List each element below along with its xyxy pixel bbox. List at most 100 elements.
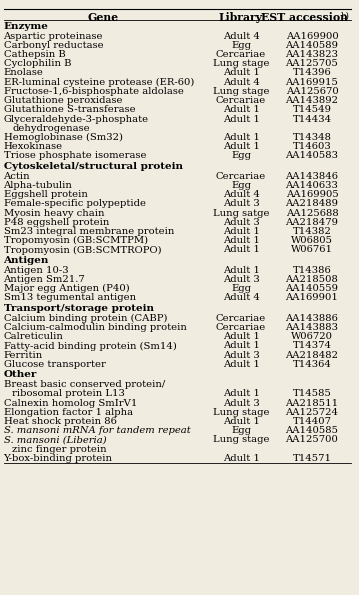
Text: Enzyme: Enzyme <box>4 22 48 31</box>
Text: Egg: Egg <box>231 151 251 161</box>
Text: T14585: T14585 <box>293 389 331 399</box>
Text: AA143846: AA143846 <box>285 172 339 181</box>
Text: T14386: T14386 <box>293 266 331 275</box>
Text: Actin: Actin <box>4 172 30 181</box>
Text: Adult 1: Adult 1 <box>223 236 260 245</box>
Text: Hexokinase: Hexokinase <box>4 142 63 151</box>
Text: AA143883: AA143883 <box>285 323 339 332</box>
Text: Lung stage: Lung stage <box>213 436 269 444</box>
Text: AA169905: AA169905 <box>286 190 338 199</box>
Text: Adult 1: Adult 1 <box>223 246 260 255</box>
Text: Hemoglobinase (Sm32): Hemoglobinase (Sm32) <box>4 133 122 142</box>
Text: W06761: W06761 <box>291 246 333 255</box>
Text: Adult 3: Adult 3 <box>223 199 260 208</box>
Text: Lung stage: Lung stage <box>213 408 269 417</box>
Text: Aspartic proteinase: Aspartic proteinase <box>4 32 103 40</box>
Text: Egg: Egg <box>231 40 251 50</box>
Text: Adult 3: Adult 3 <box>223 275 260 284</box>
Text: Sm13 tegumental antigen: Sm13 tegumental antigen <box>4 293 136 302</box>
Text: Cercariae: Cercariae <box>216 96 266 105</box>
Text: Antigen Sm21.7: Antigen Sm21.7 <box>4 275 85 284</box>
Text: AA125688: AA125688 <box>286 209 338 218</box>
Text: EST accession: EST accession <box>261 12 348 23</box>
Text: T14364: T14364 <box>293 360 331 369</box>
Text: T14374: T14374 <box>293 342 331 350</box>
Text: Calnexin homolog SmIrV1: Calnexin homolog SmIrV1 <box>4 399 137 408</box>
Text: Myosin heavy chain: Myosin heavy chain <box>4 209 104 218</box>
Text: dehydrogenase: dehydrogenase <box>13 124 90 133</box>
Text: Glutathione peroxidase: Glutathione peroxidase <box>4 96 122 105</box>
Text: Breast basic conserved protein/: Breast basic conserved protein/ <box>4 380 165 389</box>
Text: AA140559: AA140559 <box>285 284 339 293</box>
Text: AA218508: AA218508 <box>285 275 339 284</box>
Text: AA125670: AA125670 <box>286 87 338 96</box>
Text: AA169901: AA169901 <box>285 293 339 302</box>
Text: Cercariae: Cercariae <box>216 323 266 332</box>
Text: Transport/storage protein: Transport/storage protein <box>4 304 154 313</box>
Text: Adult 1: Adult 1 <box>223 417 260 426</box>
Text: Heat shock protein 86: Heat shock protein 86 <box>4 417 116 426</box>
Text: ER-luminal cysteine protease (ER-60): ER-luminal cysteine protease (ER-60) <box>4 77 194 87</box>
Text: Cyclophilin B: Cyclophilin B <box>4 59 71 68</box>
Text: Gene: Gene <box>87 12 118 23</box>
Text: Fatty-acid binding protein (Sm14): Fatty-acid binding protein (Sm14) <box>4 342 176 350</box>
Text: Adult 4: Adult 4 <box>223 293 260 302</box>
Text: Lung stage: Lung stage <box>213 87 269 96</box>
Text: T14407: T14407 <box>293 417 331 426</box>
Text: Tropomyosin (GB:SCMTROPO): Tropomyosin (GB:SCMTROPO) <box>4 246 161 255</box>
Text: AA125700: AA125700 <box>285 436 339 444</box>
Text: Eggshell protein: Eggshell protein <box>4 190 88 199</box>
Text: Lung stage: Lung stage <box>213 59 269 68</box>
Text: Cercariae: Cercariae <box>216 314 266 322</box>
Text: zinc finger protein: zinc finger protein <box>13 444 107 454</box>
Text: Cytoskeletal/structural protein: Cytoskeletal/structural protein <box>4 162 182 171</box>
Text: Adult 1: Adult 1 <box>223 114 260 124</box>
Text: AA218489: AA218489 <box>285 199 339 208</box>
Text: Adult 1: Adult 1 <box>223 389 260 399</box>
Text: Ferritin: Ferritin <box>4 350 43 359</box>
Text: S. mansoni mRNA for tandem repeat: S. mansoni mRNA for tandem repeat <box>4 426 190 436</box>
Text: AA140585: AA140585 <box>285 426 339 436</box>
Text: Glutathione S-transferase: Glutathione S-transferase <box>4 105 135 114</box>
Text: AA143886: AA143886 <box>285 314 339 322</box>
Text: Fructose-1,6-bisphosphate aldolase: Fructose-1,6-bisphosphate aldolase <box>4 87 183 96</box>
Text: Tropomyosin (GB:SCMTPM): Tropomyosin (GB:SCMTPM) <box>4 236 148 245</box>
Text: AA140583: AA140583 <box>285 151 339 161</box>
Text: W06805: W06805 <box>291 236 333 245</box>
Text: Adult 1: Adult 1 <box>223 227 260 236</box>
Text: Y-box-binding protein: Y-box-binding protein <box>4 454 112 463</box>
Text: Carbonyl reductase: Carbonyl reductase <box>4 40 103 50</box>
Text: Antigen 10-3: Antigen 10-3 <box>4 266 69 275</box>
Text: Elongation factor 1 alpha: Elongation factor 1 alpha <box>4 408 133 417</box>
Text: Egg: Egg <box>231 426 251 436</box>
Text: Adult 3: Adult 3 <box>223 350 260 359</box>
Text: Adult 1: Adult 1 <box>223 332 260 341</box>
Text: Other: Other <box>4 371 37 380</box>
Text: Lung satge: Lung satge <box>213 209 269 218</box>
Text: AA169900: AA169900 <box>286 32 338 40</box>
Text: Egg: Egg <box>231 181 251 190</box>
Text: Calreticulin: Calreticulin <box>4 332 64 341</box>
Text: Adult 3: Adult 3 <box>223 399 260 408</box>
Text: Cathepsin B: Cathepsin B <box>4 50 65 59</box>
Text: Enolase: Enolase <box>4 68 43 77</box>
Text: Calcium-calmodulin binding protein: Calcium-calmodulin binding protein <box>4 323 186 332</box>
Text: Adult 1: Adult 1 <box>223 68 260 77</box>
Text: W06720: W06720 <box>291 332 333 341</box>
Text: Adult 3: Adult 3 <box>223 218 260 227</box>
Text: Cercariae: Cercariae <box>216 50 266 59</box>
Text: Adult 1: Adult 1 <box>223 454 260 463</box>
Text: Cercariae: Cercariae <box>216 172 266 181</box>
Text: T14434: T14434 <box>293 114 331 124</box>
Text: ribosomal protein L13: ribosomal protein L13 <box>13 389 125 399</box>
Text: AA125724: AA125724 <box>285 408 339 417</box>
Text: Adult 1: Adult 1 <box>223 142 260 151</box>
Text: AA143892: AA143892 <box>285 96 339 105</box>
Text: T14396: T14396 <box>293 68 331 77</box>
Text: T14603: T14603 <box>293 142 331 151</box>
Text: Adult 1: Adult 1 <box>223 342 260 350</box>
Text: T14348: T14348 <box>293 133 331 142</box>
Text: Egg: Egg <box>231 284 251 293</box>
Text: Library: Library <box>219 12 263 23</box>
Text: S. mansoni (Liberia): S. mansoni (Liberia) <box>4 436 106 444</box>
